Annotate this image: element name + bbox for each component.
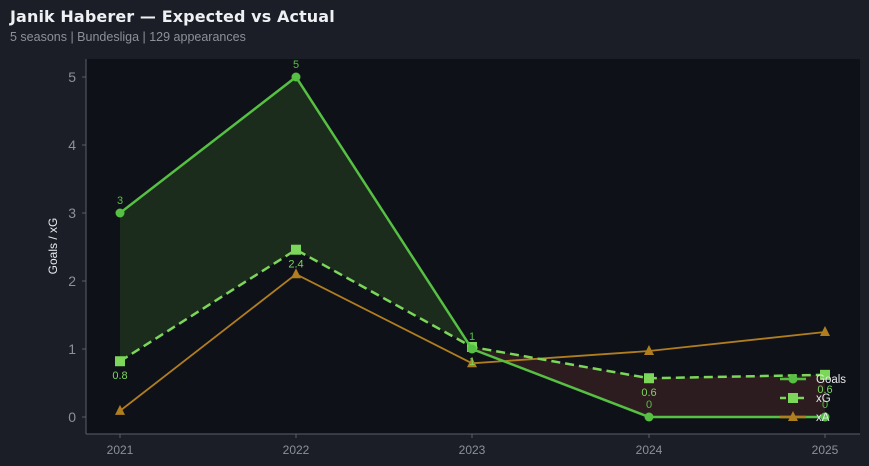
series-lines — [115, 72, 830, 422]
xa-marker — [820, 326, 830, 336]
xg-marker — [820, 369, 830, 380]
goals-marker — [115, 208, 125, 218]
y-tick-label: 5 — [68, 69, 76, 85]
goals-value-label: 1 — [469, 331, 475, 343]
xa-marker — [467, 357, 477, 368]
goals-value-label: 0 — [646, 399, 652, 411]
x-tick-label: 2025 — [812, 443, 839, 457]
xg-value-label: 0.8 — [112, 370, 127, 382]
legend-label: Goals — [816, 374, 846, 386]
y-tick-label: 3 — [68, 205, 76, 221]
xg-value-label: 2.4 — [288, 259, 303, 271]
legend-label: xG — [816, 393, 831, 405]
goals-marker — [820, 412, 830, 422]
chart-title: Janik Haberer — Expected vs Actual — [10, 7, 335, 26]
legend-item-goals: Goals — [780, 374, 846, 386]
xg-value-label: 1 — [469, 356, 475, 368]
y-tick-label: 1 — [68, 341, 76, 357]
goals-value-label: 3 — [117, 195, 123, 207]
xg-marker — [115, 356, 125, 367]
x-tick-label: 2021 — [107, 443, 134, 457]
legend-item-xa: xA — [780, 411, 830, 424]
goals-value-label: 5 — [293, 59, 299, 71]
x-tick-label: 2023 — [459, 443, 486, 457]
legend-label: xA — [816, 412, 830, 424]
xa-marker — [291, 268, 301, 279]
goals-marker — [644, 412, 654, 422]
goals-marker — [467, 344, 477, 354]
y-tick-label: 4 — [68, 137, 76, 153]
y-axis-ticks: 0 1 2 3 4 5 — [68, 69, 86, 425]
y-tick-label: 2 — [68, 273, 76, 289]
legend-item-xg: xG — [780, 393, 831, 405]
x-tick-label: 2024 — [636, 443, 663, 457]
y-tick-label: 0 — [68, 409, 76, 425]
data-labels: 3 5 1 0 0 0.8 2.4 1 0.6 0.6 — [112, 59, 832, 411]
legend: Goals xG xA — [780, 374, 846, 424]
xa-marker — [115, 404, 125, 415]
xg-marker — [644, 373, 654, 384]
xa-marker — [644, 345, 654, 356]
goals-marker — [291, 72, 301, 82]
x-axis-ticks: 2021 2022 2023 2024 2025 — [107, 434, 839, 457]
xg-marker — [291, 244, 301, 255]
xg-value-label: 0.6 — [817, 384, 832, 396]
xg-value-label: 0.6 — [641, 387, 656, 399]
chart-subtitle: 5 seasons | Bundesliga | 129 appearances — [10, 30, 246, 44]
x-tick-label: 2022 — [283, 443, 310, 457]
y-axis-label: Goals / xG — [46, 218, 60, 275]
goals-value-label: 0 — [822, 399, 828, 411]
